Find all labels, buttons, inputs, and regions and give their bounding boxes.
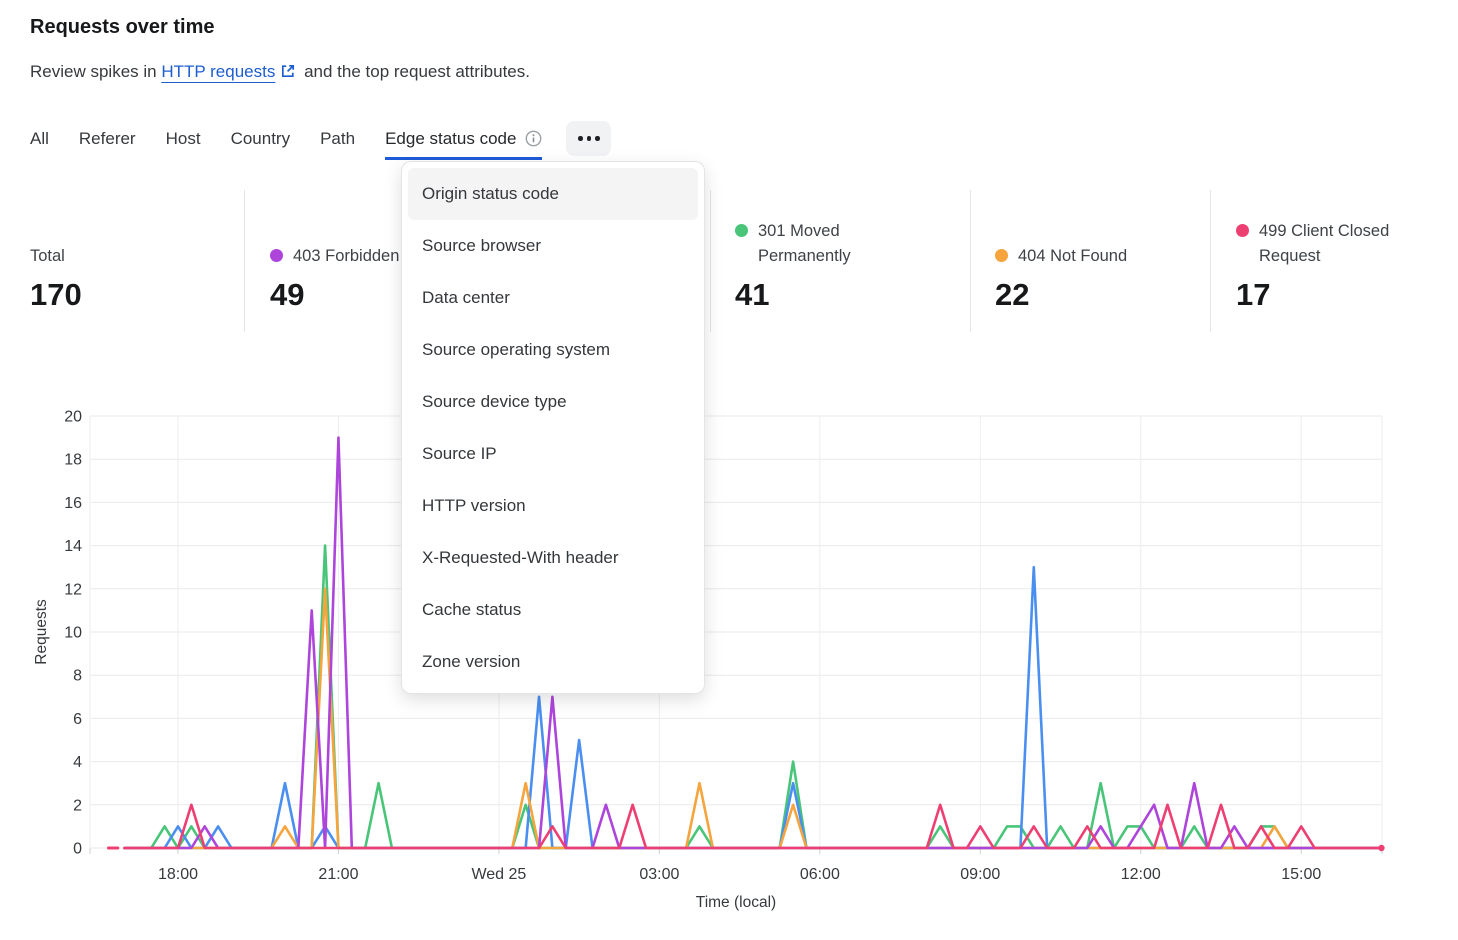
series-dot-404 (995, 249, 1008, 263)
tab-path[interactable]: Path (320, 128, 356, 148)
svg-text:06:00: 06:00 (800, 866, 840, 883)
stat-divider (1210, 190, 1211, 332)
series-dot-301 (735, 223, 748, 237)
svg-text:Wed 25: Wed 25 (471, 866, 526, 883)
svg-text:Requests: Requests (33, 599, 50, 665)
stat-403-label: 403 Forbidden (293, 247, 400, 266)
svg-text:6: 6 (73, 711, 82, 728)
svg-text:18: 18 (64, 452, 82, 469)
svg-text:10: 10 (64, 625, 82, 642)
subtitle: Review spikes in HTTP requests and the t… (30, 62, 530, 84)
menu-item-source-browser[interactable]: Source browser (422, 236, 542, 255)
subtitle-suffix: and the top request attributes. (304, 62, 530, 81)
tab-edge-status-code-label: Edge status code (385, 128, 517, 148)
series-dot-499 (1236, 223, 1249, 237)
stat-499-label: 499 Client Closed Request (1259, 221, 1390, 266)
svg-text:21:00: 21:00 (318, 866, 358, 883)
svg-text:03:00: 03:00 (639, 866, 679, 883)
menu-item-source-device-type[interactable]: Source device type (422, 392, 567, 411)
stat-divider (244, 190, 245, 332)
stat-404-label: 404 Not Found (1018, 247, 1128, 266)
stat-499-client-closed-request: 499 Client Closed Request 17 (1236, 192, 1394, 310)
requests-line-chart[interactable]: 0 2 4 6 8 10 12 14 16 18 20 18:00 21:00 Wed 25 03:00 06… (30, 400, 1430, 920)
series-dot-403 (270, 249, 283, 263)
svg-text:09:00: 09:00 (960, 866, 1000, 883)
stat-301-value: 41 (735, 277, 770, 312)
menu-item-source-operating-system[interactable]: Source operating system (422, 340, 611, 359)
tab-country[interactable]: Country (230, 128, 291, 148)
stat-301-moved-permanently: 301 Moved Permanently 41 (735, 192, 883, 310)
ellipsis-icon (578, 136, 583, 141)
attribute-dropdown-menu: Origin status code Source browser Data c… (401, 161, 705, 694)
menu-item-origin-status-code[interactable]: Origin status code (408, 168, 698, 220)
menu-item-http-version[interactable]: HTTP version (422, 496, 526, 515)
tab-referer[interactable]: Referer (78, 128, 136, 148)
svg-text:18:00: 18:00 (158, 866, 198, 883)
http-requests-link[interactable]: HTTP requests (161, 62, 276, 81)
tab-edge-status-code[interactable]: Edge status code (385, 128, 543, 160)
svg-text:16: 16 (64, 495, 82, 512)
attribute-tabs: All Referer Host Country Path Edge statu… (30, 121, 612, 160)
tab-host[interactable]: Host (165, 128, 201, 148)
menu-item-data-center[interactable]: Data center (422, 288, 510, 307)
svg-text:12: 12 (64, 581, 82, 598)
svg-text:12:00: 12:00 (1121, 866, 1161, 883)
menu-item-source-ip[interactable]: Source IP (422, 444, 497, 463)
stat-total-label: Total (30, 247, 65, 266)
svg-text:4: 4 (73, 754, 82, 771)
info-icon[interactable] (525, 130, 542, 147)
external-link-icon (280, 63, 296, 84)
stat-403-value: 49 (270, 277, 305, 312)
svg-text:14: 14 (64, 538, 82, 555)
subtitle-prefix: Review spikes in (30, 62, 157, 81)
stat-divider (710, 190, 711, 332)
stat-404-not-found: 404 Not Found 22 (995, 192, 1127, 310)
stat-499-value: 17 (1236, 277, 1271, 312)
chart-canvas: 0 2 4 6 8 10 12 14 16 18 20 18:00 21:00 Wed 25 03:00 06… (33, 409, 1385, 911)
stat-404-value: 22 (995, 277, 1030, 312)
menu-item-cache-status[interactable]: Cache status (422, 600, 522, 619)
tab-all[interactable]: All (30, 128, 49, 148)
svg-text:Time (local): Time (local) (696, 894, 776, 911)
stat-total-value: 170 (30, 277, 82, 312)
more-tabs-button[interactable] (566, 121, 612, 156)
page-title: Requests over time (30, 16, 215, 38)
svg-text:0: 0 (73, 841, 82, 858)
stat-301-label: 301 Moved Permanently (758, 221, 851, 266)
stat-403-forbidden: 403 Forbidden 49 (270, 192, 399, 310)
svg-text:2: 2 (73, 797, 82, 814)
menu-item-x-requested-with-header[interactable]: X-Requested-With header (422, 548, 619, 567)
svg-text:20: 20 (64, 409, 82, 426)
menu-item-zone-version[interactable]: Zone version (422, 652, 521, 671)
svg-text:8: 8 (73, 668, 82, 685)
stat-total: Total 170 (30, 192, 82, 310)
svg-text:15:00: 15:00 (1281, 866, 1321, 883)
stat-divider (970, 190, 971, 332)
